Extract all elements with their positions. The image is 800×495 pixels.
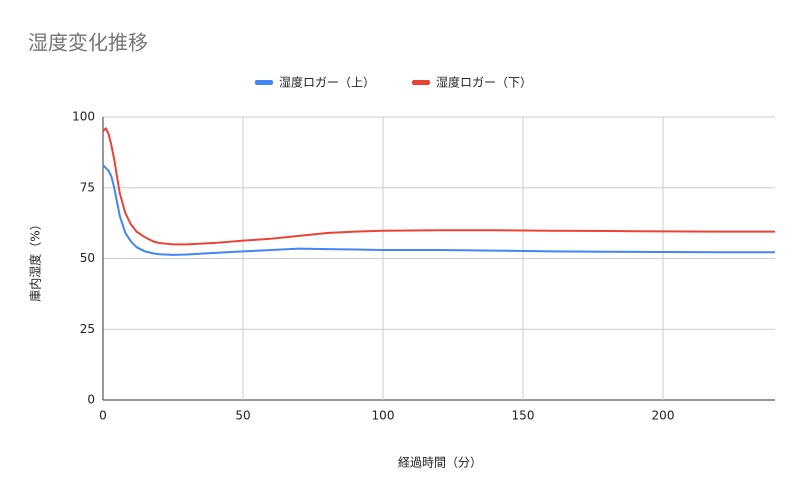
y-tick-label: 100: [72, 110, 95, 124]
x-tick-label: 200: [652, 409, 675, 423]
series-line: [102, 164, 775, 256]
y-tick-label: 75: [80, 180, 95, 194]
legend-label: 湿度ロガー（上）: [279, 75, 375, 90]
y-axis-title: 庫内湿度（%）: [28, 218, 43, 301]
x-axis-title: 経過時間（分）: [398, 456, 482, 470]
y-tick-label: 25: [80, 322, 95, 336]
legend-swatch: [412, 80, 430, 85]
chart-title: 湿度変化推移: [28, 31, 148, 55]
x-tick-label: 0: [99, 409, 107, 423]
legend-label: 湿度ロガー（下）: [436, 75, 532, 90]
y-tick-label: 0: [87, 393, 95, 407]
series-line: [102, 127, 775, 246]
x-tick-label: 100: [372, 409, 395, 423]
x-tick-label: 50: [235, 409, 250, 423]
x-tick-label: 150: [512, 409, 535, 423]
legend-swatch: [255, 80, 273, 85]
y-tick-label: 50: [80, 251, 95, 265]
